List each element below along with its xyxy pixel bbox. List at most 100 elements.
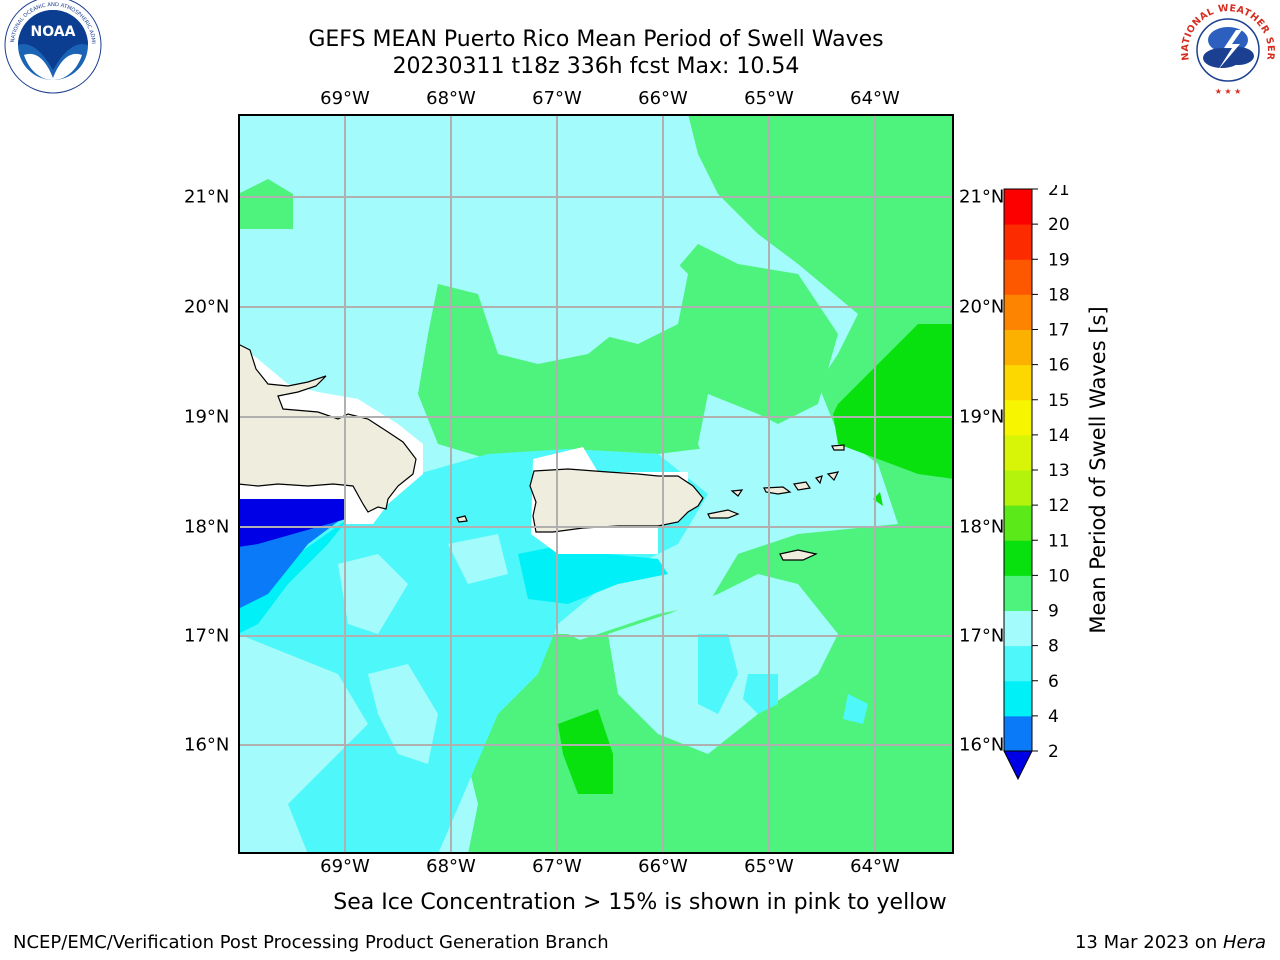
colorbar-extend-arrow [1003, 750, 1033, 781]
map-frame [238, 114, 954, 854]
map-subtitle: 20230311 t18z 336h fcst Max: 10.54 [392, 54, 800, 79]
colorbar-band [1004, 399, 1032, 436]
lon-tick-bottom: 65°W [744, 856, 794, 877]
colorbar-band [1004, 434, 1032, 471]
colorbar-band [1004, 224, 1032, 260]
field-8-9s-pocket-west [338, 554, 408, 634]
colorbar-band [1004, 715, 1032, 752]
colorbar-tick-label: 19 [1048, 250, 1070, 270]
lat-tick-right: 16°N [959, 734, 1005, 756]
colorbar-band [1004, 470, 1032, 506]
colorbar-band [1004, 505, 1032, 541]
st-croix-island [779, 549, 818, 561]
lon-tick-bottom: 67°W [532, 856, 582, 877]
field-9-10s-nw [238, 179, 293, 229]
colorbar-band [1004, 189, 1032, 225]
lat-tick-left: 18°N [184, 516, 230, 538]
lat-tick-right: 20°N [959, 296, 1005, 318]
field-10-11s-south [558, 709, 613, 794]
field-4-6s-west [238, 519, 348, 634]
credit-line: NCEP/EMC/Verification Post Processing Pr… [13, 932, 609, 953]
map-title: GEFS MEAN Puerto Rico Mean Period of Swe… [308, 27, 884, 52]
puerto-rico-landmass [529, 468, 704, 533]
colorbar-bands [1003, 188, 1033, 781]
colorbar-tick-label: 13 [1048, 461, 1070, 481]
lon-tick-top: 64°W [850, 88, 900, 109]
colorbar-tick-label: 2 [1048, 742, 1059, 762]
virgin-islands [792, 481, 812, 491]
colorbar-band [1004, 364, 1032, 401]
colorbar-band [1004, 645, 1032, 682]
colorbar-tick-label: 18 [1048, 285, 1070, 305]
lat-tick-left: 19°N [184, 406, 230, 428]
colorbar-tick-label: 21 [1048, 185, 1070, 200]
colorbar-band [1004, 575, 1032, 611]
colorbar-tick-label: 4 [1048, 707, 1059, 727]
lon-tick-bottom: 64°W [850, 856, 900, 877]
colorbar-tick-label: 9 [1048, 602, 1059, 622]
colorbar-tick-label: 15 [1048, 391, 1070, 411]
islet [814, 475, 823, 485]
field-10-11s-dot [873, 492, 883, 506]
field-10-11s-east [833, 324, 954, 479]
noaa-logo: NATIONAL OCEANIC AND ATMOSPHERIC ADMINIS… [2, 0, 102, 94]
colorbar-band [1004, 329, 1032, 366]
vieques-island [707, 509, 740, 519]
noaa-logo-text: NOAA [31, 24, 76, 40]
nws-logo: NATIONAL WEATHER SERVICE ★ ★ ★ [1178, 0, 1276, 96]
lat-tick-left: 21°N [184, 186, 230, 208]
lon-tick-top: 68°W [426, 88, 476, 109]
colorbar-tick-label: 17 [1048, 321, 1070, 341]
colorbar-band [1004, 259, 1032, 295]
field-8-9s-pocket-west [368, 664, 438, 764]
anguilla-island [831, 444, 845, 451]
islet [826, 471, 840, 482]
colorbar-band [1004, 610, 1032, 647]
field-8-9s-pocket-west [448, 534, 508, 584]
hispaniola-landmass [238, 343, 417, 513]
lat-tick-right: 19°N [959, 406, 1005, 428]
colorbar-tick-label: 20 [1048, 215, 1070, 235]
colorbar-band [1004, 540, 1032, 576]
lat-tick-left: 20°N [184, 296, 230, 318]
field-below-2s [238, 499, 346, 547]
colorbar-band [1004, 294, 1032, 330]
colorbar-tick-label: 14 [1048, 426, 1070, 446]
field-8-9s-pocket [578, 244, 688, 344]
svg-text:★ ★ ★: ★ ★ ★ [1215, 87, 1242, 96]
date-line: 13 Mar 2023 on Hera [1075, 932, 1266, 953]
field-4-6s [518, 544, 668, 604]
lon-tick-top: 67°W [532, 88, 582, 109]
colorbar-tick-label: 8 [1048, 637, 1059, 657]
colorbar: 2 4 6 8 9 10 11 12 13 14 15 16 17 18 19 20 21 [1003, 185, 1070, 781]
colorbar-tick-label: 10 [1048, 566, 1070, 586]
colorbar-tick-label: 11 [1048, 531, 1070, 551]
swell-period-map [238, 114, 954, 854]
field-6-8s-east [698, 634, 738, 714]
lon-tick-bottom: 69°W [320, 856, 370, 877]
lon-tick-top: 66°W [638, 88, 688, 109]
virgin-islands [763, 486, 792, 495]
lat-tick-left: 17°N [184, 625, 230, 647]
virgin-islands [730, 489, 744, 497]
field-8-9s-pocket-west [288, 684, 323, 704]
date-text: 13 Mar 2023 on [1074, 932, 1223, 953]
lon-tick-bottom: 66°W [638, 856, 688, 877]
sea-ice-note: Sea Ice Concentration > 15% is shown in … [333, 890, 947, 915]
lon-tick-top: 69°W [320, 88, 370, 109]
lon-tick-top: 65°W [744, 88, 794, 109]
colorbar-label: Mean Period of Swell Waves [s] [1086, 306, 1110, 634]
colorbar-tick-label: 12 [1048, 496, 1070, 516]
mona-island [456, 515, 468, 523]
host-name: Hera [1222, 932, 1266, 953]
map-grid [238, 114, 954, 854]
colorbar-band [1004, 680, 1032, 717]
lat-tick-left: 16°N [184, 734, 230, 756]
lat-tick-right: 21°N [959, 186, 1005, 208]
field-6-8s-east [843, 694, 868, 724]
lon-tick-bottom: 68°W [426, 856, 476, 877]
colorbar-ticks: 2 4 6 8 9 10 11 12 13 14 15 16 17 18 19 20 21 [1032, 185, 1070, 762]
lat-tick-right: 18°N [959, 516, 1005, 538]
colorbar-tick-label: 16 [1048, 356, 1070, 376]
